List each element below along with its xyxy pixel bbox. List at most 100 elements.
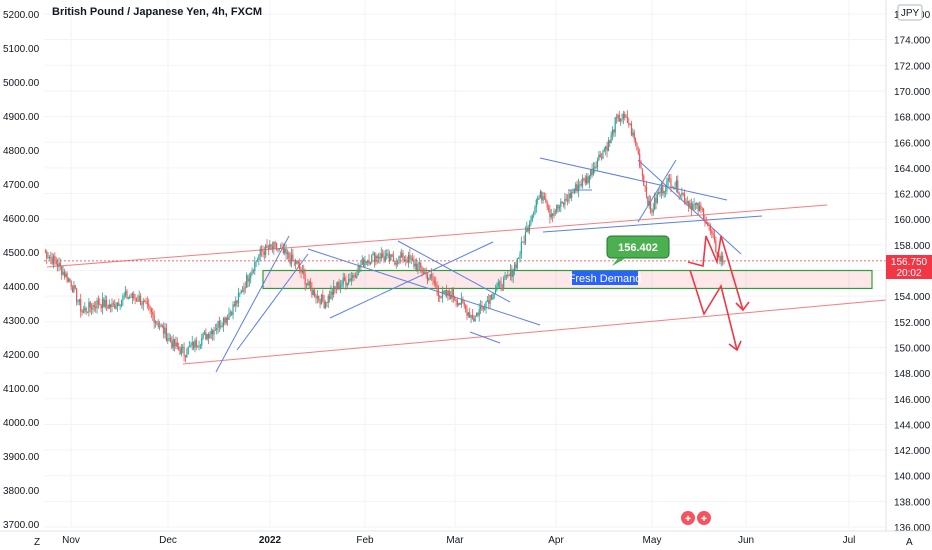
candle-body <box>685 202 687 204</box>
candle-body <box>169 337 172 342</box>
candle-body <box>377 256 380 259</box>
candle-body <box>473 318 475 321</box>
candle-body <box>664 191 667 192</box>
candle-body <box>172 339 174 348</box>
candle-body <box>296 261 298 265</box>
currency-badge[interactable]: JPY <box>897 4 923 21</box>
candle-body <box>152 312 154 315</box>
candle-body <box>471 315 473 319</box>
candle-body <box>342 277 344 285</box>
left-tick-label: 5000.00 <box>3 78 40 89</box>
candle-body <box>720 255 722 261</box>
candle-body <box>252 270 255 272</box>
candle-body <box>707 223 709 226</box>
candle-body <box>652 209 654 213</box>
candle-body <box>47 258 49 259</box>
candle-body <box>460 298 463 305</box>
candle-body <box>594 166 596 169</box>
candle-body <box>611 129 614 136</box>
candle-body <box>488 300 490 304</box>
candle-body <box>463 302 465 307</box>
projection-arrow[interactable] <box>687 235 744 311</box>
left-price-axis[interactable]: 5200.00 5100.00 5000.00 4900.00 4800.00 4700.… <box>3 10 40 531</box>
trend-line[interactable] <box>397 240 511 303</box>
candle-body <box>353 275 355 276</box>
candle-body <box>61 266 63 275</box>
flag-icon[interactable] <box>697 511 711 525</box>
candle-body <box>696 202 698 205</box>
candle-body <box>333 286 335 295</box>
candle-body <box>326 302 328 303</box>
candle-body <box>621 118 623 120</box>
x-tick-label: Mar <box>446 535 464 546</box>
price-callout[interactable]: 156.402 <box>606 235 670 266</box>
right-tick-label: 144.000 <box>894 420 931 431</box>
candle-body <box>700 205 702 209</box>
candle-body <box>323 301 325 308</box>
candle-body <box>526 227 528 233</box>
candle-body <box>586 176 588 184</box>
flag-icon[interactable] <box>681 511 695 525</box>
event-icons[interactable]: ✚ ✚ <box>681 511 711 525</box>
candle-body <box>153 314 155 323</box>
trend-line[interactable] <box>329 241 494 319</box>
trend-line[interactable] <box>542 215 763 233</box>
candle-body <box>232 304 234 316</box>
candle-body <box>273 242 275 249</box>
channel-line[interactable] <box>182 299 887 365</box>
candle-body <box>265 245 267 255</box>
trend-line[interactable] <box>236 253 309 351</box>
timezone-button[interactable]: Z <box>34 537 40 548</box>
trend-line[interactable] <box>637 159 677 223</box>
candle-body <box>447 290 449 296</box>
candle-body <box>329 295 331 299</box>
candle-body <box>141 304 143 306</box>
candle-body <box>160 325 162 327</box>
auto-scale-button[interactable]: A <box>906 537 913 548</box>
candle-body <box>437 289 439 296</box>
left-tick-label: 5200.00 <box>3 10 40 21</box>
candle-body <box>65 273 67 277</box>
candle-body <box>93 305 95 307</box>
trend-line[interactable] <box>539 157 728 201</box>
channel-line[interactable] <box>46 204 828 268</box>
last-price-value: 156.750 <box>891 257 928 268</box>
candle-body <box>352 275 354 279</box>
trend-line[interactable] <box>215 235 290 373</box>
candle-body <box>492 297 494 300</box>
candle-body <box>123 295 125 297</box>
candle-body <box>543 196 546 199</box>
right-tick-label: 142.000 <box>894 446 931 457</box>
candle-body <box>316 295 318 299</box>
projection-arrow[interactable] <box>689 269 738 351</box>
trend-line[interactable] <box>307 248 541 326</box>
candle-body <box>629 123 631 125</box>
candle-body <box>407 254 410 263</box>
candle-body <box>134 298 136 300</box>
candle-body <box>373 253 376 263</box>
candle-body <box>475 313 478 316</box>
candle-body <box>507 275 509 277</box>
chart-title: British Pound / Japanese Yen, 4h, FXCM <box>52 6 262 18</box>
candle-body <box>358 265 361 268</box>
candle-body <box>239 292 241 294</box>
candle-body <box>485 301 487 309</box>
candle-body <box>639 153 641 167</box>
trend-line[interactable] <box>469 331 501 344</box>
candle-body <box>413 260 415 267</box>
trend-line[interactable] <box>637 159 742 255</box>
candle-body <box>345 280 347 286</box>
time-axis[interactable]: Nov Dec 2022 Feb Mar Apr May Jun Jul <box>0 530 932 546</box>
zone-label[interactable]: Fresh Demand <box>569 271 642 285</box>
candle-body <box>452 289 454 297</box>
candle-body <box>382 253 384 257</box>
candle-body <box>533 213 535 215</box>
candle-body <box>474 315 476 321</box>
candle-body <box>622 114 624 119</box>
candle-body <box>499 281 501 283</box>
candle-body <box>218 321 221 328</box>
candle-body <box>207 334 210 339</box>
candle-body <box>630 123 633 136</box>
candle-body <box>178 346 180 350</box>
